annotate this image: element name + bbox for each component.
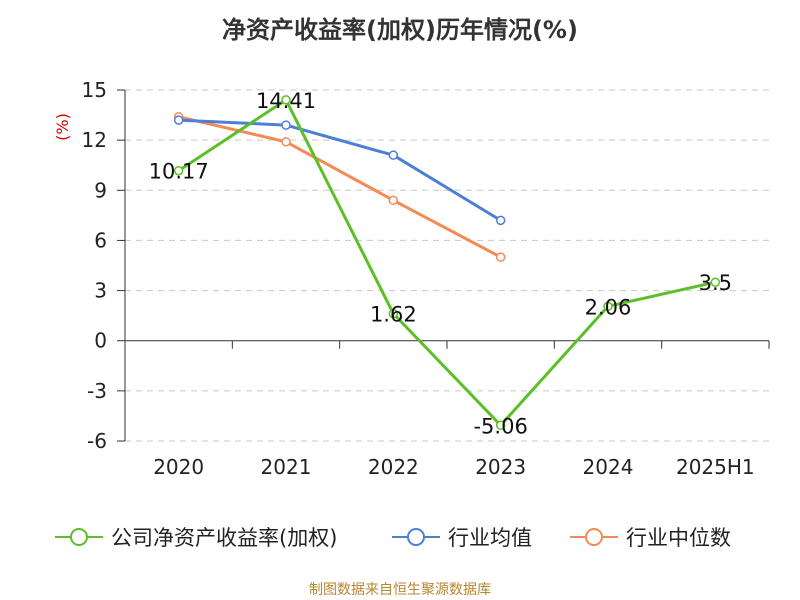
legend-marker-industry-mean	[392, 528, 440, 546]
data-label: -5.06	[473, 414, 527, 438]
y-tick-label: 9	[94, 178, 107, 202]
legend: 公司净资产收益率(加权) 行业均值 行业中位数	[0, 520, 800, 554]
legend-label-industry-median: 行业中位数	[626, 526, 731, 550]
data-label: 3.5	[699, 271, 732, 295]
data-point	[603, 301, 613, 312]
data-label: 2.06	[585, 295, 632, 319]
legend-item-company[interactable]: 公司净资产收益率(加权)	[55, 520, 337, 554]
legend-label-industry-mean: 行业均值	[448, 526, 532, 550]
y-axis-unit-label: (%)	[53, 113, 72, 141]
y-tick-label: 3	[94, 279, 107, 303]
y-tick-label: -3	[87, 379, 107, 403]
data-point	[495, 252, 506, 262]
y-tick-label: -6	[87, 429, 107, 453]
x-tick-label: 2023	[475, 455, 526, 479]
x-tick-label: 2022	[368, 455, 419, 479]
data-point	[281, 120, 291, 130]
series-line	[178, 118, 502, 222]
data-point	[495, 215, 506, 226]
data-point	[388, 150, 399, 160]
data-point	[173, 115, 184, 125]
legend-label-company: 公司净资产收益率(加权)	[111, 526, 338, 550]
y-tick-label: 12	[82, 128, 107, 152]
data-point	[388, 308, 399, 319]
legend-marker-industry-median	[570, 528, 618, 546]
x-tick-label: 2025H1	[676, 455, 755, 479]
legend-item-industry-median[interactable]: 行业中位数	[570, 520, 731, 554]
legend-marker-company	[55, 528, 103, 546]
series-line	[178, 115, 502, 259]
data-point	[281, 95, 291, 105]
x-tick-label: 2024	[583, 455, 634, 479]
x-tick-label: 2021	[261, 455, 312, 479]
data-point	[495, 420, 506, 431]
series-line	[177, 98, 716, 427]
data-label: 1.62	[370, 303, 417, 327]
data-label: 14.41	[256, 89, 316, 113]
y-tick-label: 15	[82, 78, 107, 102]
data-point	[173, 165, 184, 176]
x-tick-label: 2020	[153, 455, 204, 479]
data-point	[710, 277, 721, 287]
data-label: 10.17	[149, 160, 209, 184]
y-tick-label: 0	[94, 329, 107, 353]
data-point	[281, 137, 291, 147]
chart-title: 净资产收益率(加权)历年情况(%)	[222, 16, 578, 44]
legend-item-industry-mean[interactable]: 行业均值	[392, 520, 532, 554]
data-point	[388, 195, 399, 206]
y-tick-label: 6	[94, 228, 107, 252]
data-source-note: 制图数据来自恒生聚源数据库	[309, 582, 491, 598]
